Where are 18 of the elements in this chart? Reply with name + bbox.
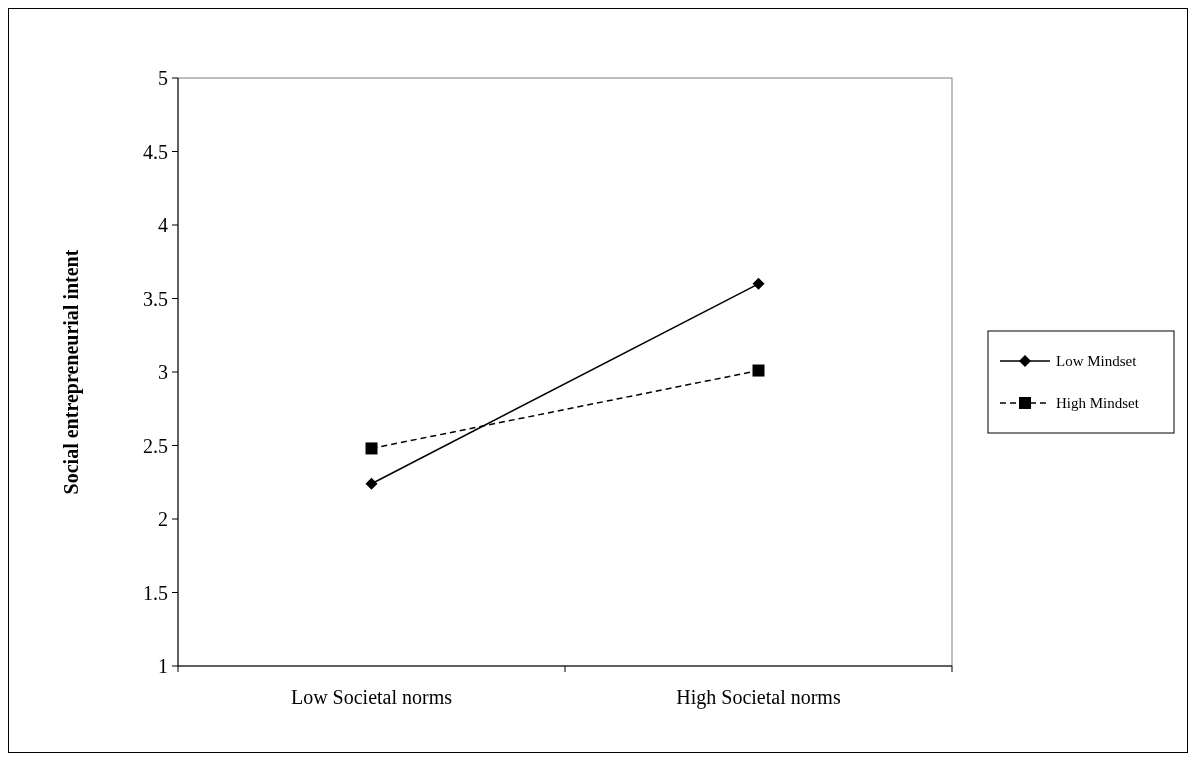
y-tick-label: 5 [158, 67, 168, 89]
y-tick-label: 4 [158, 214, 168, 236]
y-tick-label: 3.5 [143, 287, 168, 310]
point [752, 364, 765, 377]
y-tick-label: 3 [158, 361, 168, 383]
y-tick-label: 4.5 [143, 140, 168, 163]
y-tick-label: 2.5 [143, 434, 168, 457]
point [365, 442, 378, 455]
y-axis-title: Social entrepreneurial intent [60, 249, 83, 495]
y-tick-label: 1.5 [143, 581, 168, 604]
x-tick-label: High Societal norms [676, 686, 841, 709]
y-tick-label: 2 [158, 508, 168, 530]
legend-label: Low Mindset [1056, 353, 1138, 370]
y-tick-label: 1 [158, 655, 168, 677]
legend-label: High Mindset [1056, 395, 1140, 412]
x-tick-label: Low Societal norms [290, 686, 453, 708]
point [365, 477, 378, 490]
point [752, 277, 765, 290]
